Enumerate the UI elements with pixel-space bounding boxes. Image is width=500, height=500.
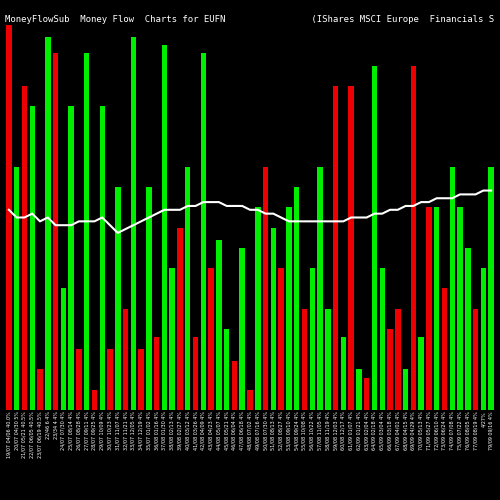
Bar (364, 378, 370, 410)
Bar (53, 54, 59, 410)
Bar (434, 208, 440, 410)
Bar (325, 308, 330, 410)
Bar (154, 337, 160, 410)
Bar (45, 37, 51, 410)
Bar (6, 25, 12, 410)
Bar (263, 167, 268, 410)
Bar (38, 370, 43, 410)
Bar (60, 288, 66, 410)
Bar (30, 106, 35, 410)
Bar (294, 187, 300, 410)
Bar (138, 349, 144, 410)
Bar (333, 86, 338, 410)
Bar (255, 208, 260, 410)
Bar (418, 337, 424, 410)
Bar (473, 308, 478, 410)
Bar (286, 208, 292, 410)
Bar (208, 268, 214, 410)
Bar (76, 349, 82, 410)
Bar (318, 167, 322, 410)
Bar (178, 228, 182, 410)
Bar (232, 362, 237, 410)
Bar (395, 308, 400, 410)
Bar (216, 240, 222, 410)
Bar (92, 390, 97, 410)
Bar (403, 370, 408, 410)
Bar (426, 208, 432, 410)
Bar (108, 349, 112, 410)
Bar (22, 86, 27, 410)
Bar (84, 54, 89, 410)
Bar (193, 337, 198, 410)
Bar (372, 66, 377, 410)
Bar (278, 268, 284, 410)
Bar (185, 167, 190, 410)
Bar (388, 329, 392, 410)
Bar (162, 46, 167, 410)
Bar (302, 308, 307, 410)
Bar (123, 308, 128, 410)
Bar (410, 66, 416, 410)
Bar (130, 37, 136, 410)
Text: MoneyFlowSub  Money Flow  Charts for EUFN                (IShares MSCI Europe  F: MoneyFlowSub Money Flow Charts for EUFN … (5, 15, 494, 24)
Bar (488, 167, 494, 410)
Bar (68, 106, 74, 410)
Bar (310, 268, 315, 410)
Bar (14, 167, 20, 410)
Bar (224, 329, 230, 410)
Bar (340, 337, 346, 410)
Bar (348, 86, 354, 410)
Bar (356, 370, 362, 410)
Bar (270, 228, 276, 410)
Bar (442, 288, 447, 410)
Bar (380, 268, 385, 410)
Bar (240, 248, 245, 410)
Bar (458, 208, 462, 410)
Bar (146, 187, 152, 410)
Bar (248, 390, 252, 410)
Bar (200, 54, 206, 410)
Bar (115, 187, 120, 410)
Bar (480, 268, 486, 410)
Bar (450, 167, 455, 410)
Bar (465, 248, 470, 410)
Bar (100, 106, 105, 410)
Bar (170, 268, 175, 410)
